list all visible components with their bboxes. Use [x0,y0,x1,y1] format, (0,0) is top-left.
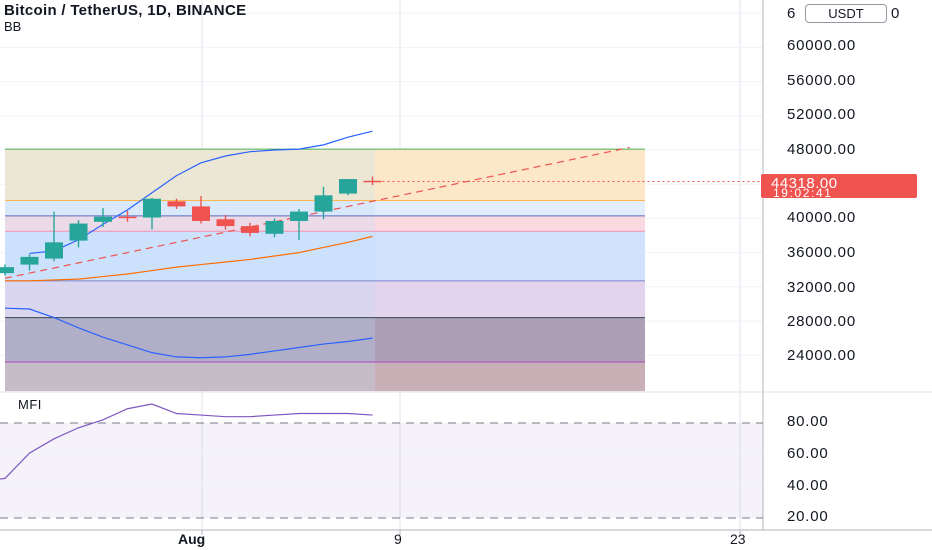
time-axis-label-9: 9 [394,531,402,547]
price-label-top-partial-end: 0 [891,5,901,22]
candle-body [45,242,63,259]
mfi-band-fill [0,423,763,518]
mfi-axis-label: 20.00 [787,508,829,525]
mfi-line [0,403,373,480]
price-axis-label: 36000.00 [787,244,856,261]
price-zone [5,215,645,232]
bb-lower-line [4,307,373,359]
bb-basis-line [5,235,373,282]
candle-body [94,216,112,222]
candle-body [241,226,259,233]
price-zone [5,362,645,392]
price-axis-label: 28000.00 [787,313,856,330]
time-axis-label-23: 23 [730,531,746,547]
candle-body [143,198,161,218]
candle-body [167,201,186,207]
mfi-axis-label: 80.00 [787,413,829,430]
chart-title: Bitcoin / TetherUS, 1D, BINANCE [4,2,247,19]
price-zone [5,149,645,201]
price-axis-label: 24000.00 [787,347,856,364]
candle-body [0,267,14,274]
candle-body [339,179,357,194]
candle-body [118,216,137,219]
price-axis-label: 32000.00 [787,279,856,296]
price-axis-label: 52000.00 [787,106,856,123]
mfi-axis-label: 40.00 [787,477,829,494]
last-price-tag: 44318.00 19:02:41 [761,174,917,200]
candle-body [265,220,284,234]
bar-countdown: 19:02:41 [773,186,833,200]
candle-body [20,256,39,265]
last-price-value: 44318.00 [771,175,838,192]
candle-body [216,219,235,227]
time-axis-label-aug: Aug [178,531,206,547]
price-axis-label: 48000.00 [787,141,856,158]
candle-body [314,195,333,212]
price-label-top-partial: 6 [787,5,797,22]
mfi-indicator-label[interactable]: MFI [18,397,42,412]
candle-body [363,180,382,183]
price-axis-label: 60000.00 [787,37,856,54]
candle-body [69,223,88,241]
price-axis-label: 56000.00 [787,72,856,89]
candle-body [192,206,210,221]
bb-indicator-label[interactable]: BB [4,19,22,34]
trendline [4,146,630,279]
candle-body [290,211,308,221]
price-axis-label: 40000.00 [787,209,856,226]
bb-band-fill [5,149,375,392]
currency-selector-button[interactable]: USDT [805,4,887,23]
price-zone [5,280,645,318]
mfi-axis-label: 60.00 [787,445,829,462]
